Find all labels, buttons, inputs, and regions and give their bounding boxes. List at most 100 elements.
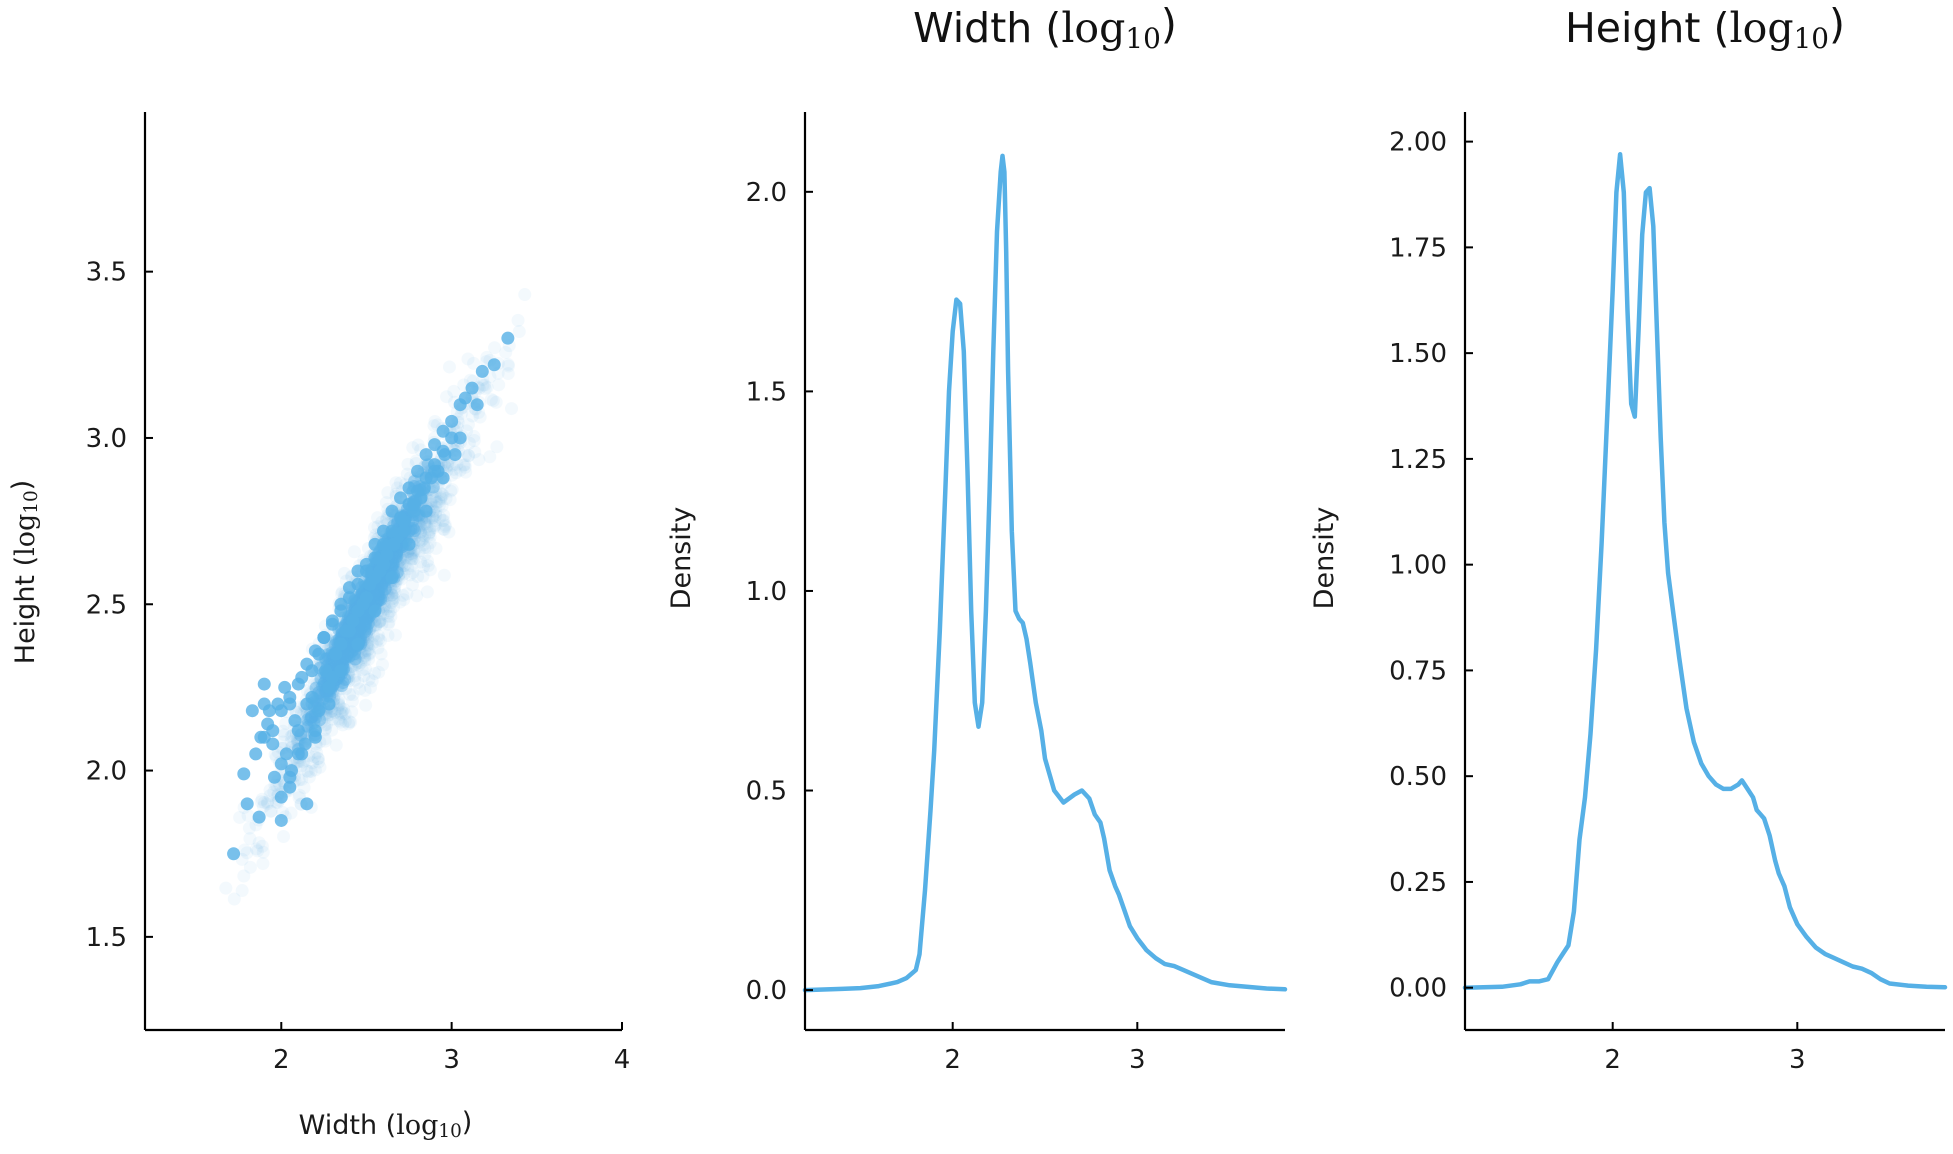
scatter-point-core	[304, 712, 318, 726]
panel-title-func: log	[1061, 4, 1125, 52]
scatter-point-faint	[332, 692, 346, 706]
scatter-point-faint	[261, 797, 275, 811]
scatter-point-faint	[372, 588, 386, 602]
scatter-point-faint	[426, 491, 440, 505]
scatter-point-faint	[483, 450, 497, 464]
scatter-point-faint	[375, 592, 389, 606]
scatter-point-faint	[424, 494, 438, 508]
scatter-point	[300, 657, 314, 671]
scatter-point-faint	[241, 808, 255, 822]
scatter-point-faint	[297, 781, 311, 795]
scatter-point-faint	[406, 566, 420, 580]
scatter-point-faint	[320, 717, 334, 731]
scatter-point	[351, 577, 365, 591]
scatter-point-faint	[325, 723, 339, 737]
scatter-point-faint	[403, 547, 417, 561]
x-tick-label: 3	[1789, 1045, 1806, 1075]
scatter-point-faint	[310, 678, 324, 692]
scatter-point-faint	[257, 796, 271, 810]
scatter-point	[377, 537, 390, 551]
scatter-point-faint	[382, 606, 396, 620]
scatter-point-core	[340, 647, 354, 661]
scatter-point-faint	[476, 378, 490, 392]
scatter-point	[402, 537, 416, 551]
scatter-point-faint	[237, 869, 251, 883]
scatter-point	[274, 790, 288, 804]
scatter-point-faint	[263, 789, 277, 803]
scatter-point-faint	[444, 484, 458, 498]
y-axis-label-func: log	[10, 514, 41, 556]
scatter-point-faint	[360, 619, 374, 633]
x-tick-label: 2	[273, 1045, 290, 1075]
scatter-point-faint	[342, 717, 356, 731]
scatter-point	[351, 637, 365, 651]
scatter-point-faint	[410, 521, 424, 535]
scatter-point-faint	[428, 490, 442, 504]
scatter-point-faint	[413, 526, 427, 540]
scatter-point	[351, 604, 365, 618]
scatter-point	[291, 677, 305, 691]
scatter-point-faint	[386, 594, 400, 608]
scatter-point-faint	[346, 649, 360, 663]
scatter-point-faint	[518, 288, 532, 302]
scatter-point	[436, 471, 450, 485]
scatter-point-core	[386, 557, 400, 571]
scatter-point-faint	[445, 458, 459, 472]
scatter-point-faint	[256, 800, 270, 814]
scatter-point	[312, 704, 326, 718]
scatter-point-core	[358, 616, 372, 630]
scatter-point-faint	[397, 593, 411, 607]
scatter-point-faint	[284, 806, 298, 820]
scatter-point-faint	[375, 580, 389, 594]
scatter-point-core	[378, 582, 392, 596]
scatter-point-faint	[376, 658, 390, 672]
scatter-point-faint	[363, 621, 377, 635]
scatter-point-faint	[384, 610, 398, 624]
scatter-point-faint	[312, 755, 326, 769]
scatter-point	[300, 797, 314, 811]
scatter-point-faint	[256, 845, 270, 859]
scatter-point-faint	[434, 492, 448, 506]
scatter-point-faint	[394, 572, 408, 586]
scatter-point-faint	[411, 526, 425, 540]
scatter-point-faint	[263, 804, 277, 818]
scatter-point-faint	[421, 541, 435, 555]
scatter-point	[322, 680, 336, 694]
panel-title-prefix: Width (	[913, 4, 1061, 52]
scatter-point-faint	[351, 675, 365, 689]
scatter-point-faint	[428, 415, 442, 429]
scatter-point-faint	[440, 390, 454, 404]
scatter-point-faint	[295, 773, 309, 787]
scatter-point	[448, 448, 462, 462]
scatter-point-faint	[361, 635, 375, 649]
y-tick-label: 0.00	[1389, 974, 1447, 1004]
scatter-point-faint	[423, 530, 437, 544]
x-axis-label-func: log	[396, 1110, 438, 1141]
scatter-point-faint	[359, 662, 373, 676]
scatter-point-faint	[256, 857, 270, 871]
scatter-point-faint	[489, 395, 503, 409]
scatter-point	[329, 647, 343, 661]
scatter-point-faint	[436, 522, 450, 536]
scatter-point-faint	[303, 711, 317, 725]
scatter-point-faint	[310, 746, 324, 760]
scatter-point-core	[359, 612, 373, 626]
scatter-point-faint	[429, 541, 443, 555]
scatter-point-faint	[372, 615, 386, 629]
scatter-point-faint	[346, 688, 360, 702]
scatter-point-faint	[350, 647, 364, 661]
scatter-point-faint	[345, 648, 359, 662]
scatter-point-faint	[428, 518, 442, 532]
scatter-point-faint	[412, 533, 426, 547]
scatter-point	[359, 564, 373, 578]
scatter-point-core	[386, 557, 400, 571]
scatter-point	[322, 697, 336, 711]
scatter-point	[465, 381, 479, 395]
x-tick-label: 2	[944, 1045, 961, 1075]
scatter-point	[274, 704, 288, 718]
scatter-point	[387, 537, 401, 551]
scatter-point-core	[357, 613, 371, 627]
scatter-point-faint	[486, 394, 500, 408]
scatter-point-faint	[429, 494, 443, 508]
